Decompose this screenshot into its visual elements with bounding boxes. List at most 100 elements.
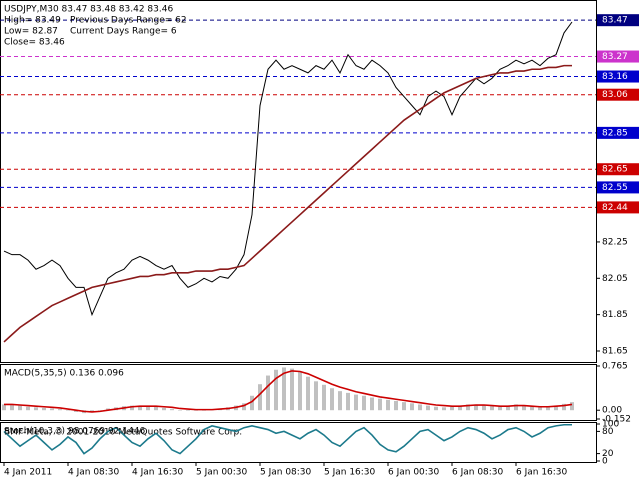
range-text: Current Days Range= 6 <box>70 27 177 37</box>
panel-title: USDJPY,M30 83.47 83.48 83.42 83.46 <box>4 5 173 15</box>
y-tick-label: -0.152 <box>602 415 631 425</box>
histogram-bar <box>50 408 54 411</box>
histogram-bar <box>274 369 278 411</box>
histogram-bar <box>138 405 142 411</box>
histogram-bar <box>18 405 22 411</box>
level-label-bg <box>597 201 639 214</box>
histogram-bar <box>258 384 262 411</box>
level-label-bg <box>597 70 639 83</box>
footer: BMF-Meta, © 2001-2010 MetaQuotes Softwar… <box>4 428 242 438</box>
histogram-bar <box>554 405 558 411</box>
histogram-bar <box>322 384 326 411</box>
histogram-bar <box>442 407 446 411</box>
histogram-bar <box>162 407 166 411</box>
histogram-bar <box>330 388 334 411</box>
histogram-bar <box>66 410 70 411</box>
histogram-bar <box>42 407 46 411</box>
histogram-bar <box>538 407 542 411</box>
level-label-bg <box>597 88 639 101</box>
main-panel <box>0 0 597 363</box>
x-tick-label: 5 Jan 16:30 <box>324 468 376 478</box>
panel-title: Stoch(10,3,3) 98.0769 92.1446 <box>4 427 145 437</box>
level-label: 82.55 <box>602 183 628 193</box>
y-tick-label: 0.00 <box>602 406 622 416</box>
macd-panel <box>0 364 597 421</box>
histogram-bar <box>346 392 350 411</box>
histogram-bar <box>386 399 390 411</box>
histogram-bar <box>250 395 254 411</box>
histogram-bar <box>74 410 78 412</box>
histogram-bar <box>130 405 134 411</box>
x-tick-label: 5 Jan 08:30 <box>260 468 312 478</box>
histogram-bar <box>370 397 374 411</box>
histogram-bar <box>314 381 318 411</box>
histogram-bar <box>34 407 38 411</box>
histogram-bar <box>178 410 182 411</box>
series-line <box>3 21 573 317</box>
histogram-bar <box>530 406 534 411</box>
level-label-bg <box>597 126 639 139</box>
y-tick-label: 0 <box>602 457 608 467</box>
x-tick-label: 4 Jan 08:30 <box>68 468 120 478</box>
level-label-bg <box>597 14 639 27</box>
level-label: 83.27 <box>602 52 628 62</box>
stoch-panel <box>0 422 597 463</box>
level-label: 82.44 <box>602 203 628 213</box>
series-line <box>4 370 573 413</box>
histogram-bar <box>450 406 454 411</box>
y-tick-label: 0.765 <box>602 362 628 372</box>
level-label: 83.47 <box>602 16 628 26</box>
histogram-bar <box>186 410 190 411</box>
histogram-bar <box>546 406 550 411</box>
histogram-bar <box>194 410 198 411</box>
range-text: Previous Days Range= 62 <box>70 16 187 26</box>
histogram-bar <box>354 394 358 411</box>
level-label: 83.16 <box>602 72 628 82</box>
x-tick-label: 5 Jan 00:30 <box>196 468 248 478</box>
histogram-bar <box>426 405 430 411</box>
histogram-bar <box>498 406 502 411</box>
histogram-bar <box>298 372 302 411</box>
histogram-bar <box>202 410 206 411</box>
histogram-bar <box>466 404 470 411</box>
x-tick-label: 4 Jan 2011 <box>4 468 52 478</box>
histogram-bar <box>378 398 382 411</box>
histogram-bar <box>490 406 494 411</box>
histogram-bar <box>26 406 30 411</box>
panel-title: MACD(5,35,5) 0.136 0.096 <box>4 369 124 379</box>
histogram-bar <box>514 404 518 411</box>
histogram-bar <box>402 402 406 411</box>
series-line <box>3 64 572 343</box>
histogram-bar <box>338 391 342 411</box>
y-tick-label: 81.65 <box>602 347 628 357</box>
histogram-bar <box>2 404 6 411</box>
histogram-bar <box>242 403 246 411</box>
x-tick-label: 6 Jan 08:30 <box>452 468 504 478</box>
histogram-bar <box>506 405 510 411</box>
y-tick-label: 81.85 <box>602 310 628 320</box>
x-tick-label: 6 Jan 16:30 <box>516 468 568 478</box>
y-tick-label: 80 <box>602 427 614 437</box>
histogram-bar <box>154 406 158 411</box>
histogram-bar <box>266 375 270 411</box>
histogram-bar <box>146 406 150 411</box>
histogram-bar <box>474 404 478 411</box>
histogram-bar <box>482 405 486 411</box>
y-tick-label: 82.25 <box>602 237 628 247</box>
y-tick-label: 82.05 <box>602 274 628 284</box>
y-tick-label: 20 <box>602 449 614 459</box>
histogram-bar <box>434 406 438 411</box>
histogram-bar <box>306 376 310 411</box>
x-tick-label: 4 Jan 16:30 <box>132 468 184 478</box>
info-text: Close= 83.46 <box>4 38 65 48</box>
histogram-bar <box>106 408 110 411</box>
info-text: High= 83.49 <box>4 16 61 26</box>
histogram-bar <box>362 395 366 411</box>
histogram-bar <box>170 409 174 411</box>
histogram-bar <box>394 400 398 411</box>
histogram-bar <box>562 403 566 411</box>
histogram-bar <box>458 405 462 411</box>
series-line <box>3 423 572 455</box>
level-label: 82.85 <box>602 128 628 138</box>
